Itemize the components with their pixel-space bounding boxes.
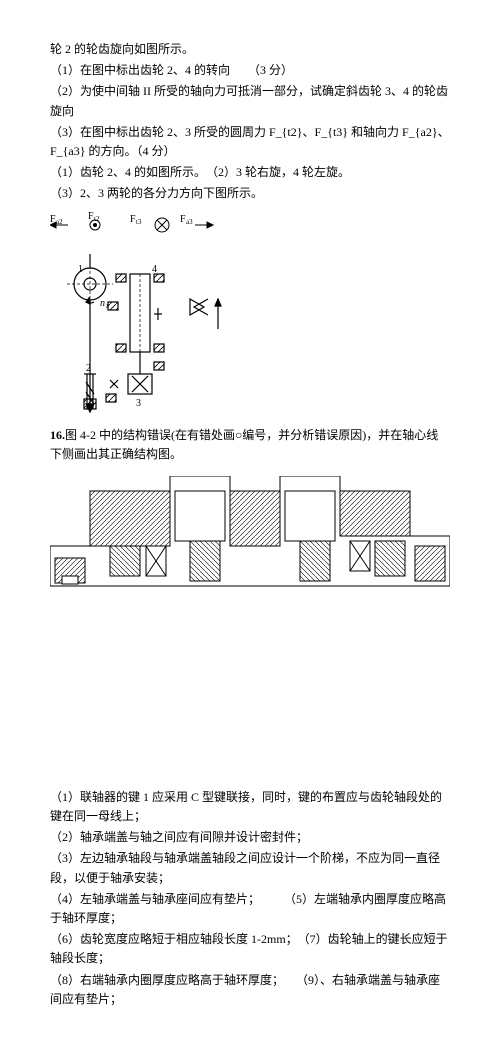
- svg-text:4: 4: [152, 264, 157, 275]
- ans-8-9: （8）右端轴承内圈厚度应略高于轴环厚度； （9）、右轴承端盖与轴承座间应有垫片；: [50, 971, 450, 1009]
- ans-2: （2）轴承端盖与轴之间应有间隙并设计密封件；: [50, 828, 450, 847]
- gear-diagram: 1 n₁ 2 3 4: [50, 244, 450, 414]
- q16-num: 16.: [50, 428, 65, 442]
- ans-4-5: （4）左轴承端盖与轴承座间应有垫片； （5）左端轴承内圈厚度应略高于轴环厚度；: [50, 890, 450, 928]
- gear-diagram-svg: 1 n₁ 2 3 4: [50, 244, 260, 414]
- item-4: （1）齿轮 2、4 的如图所示。 （2）3 轮右旋，4 轮左旋。: [50, 163, 450, 182]
- ans-6-7: （6）齿轮宽度应略短于相应轴段长度 1-2mm； （7）齿轮轴上的键长应短于轴段…: [50, 930, 450, 968]
- ans-3: （3）左边轴承轴段与轴承端盖轴段之间应设计一个阶梯，不应为同一直径段，以便于轴承…: [50, 849, 450, 887]
- item-3: （3）在图中标出齿轮 2、3 所受的圆周力 F_{t2}、F_{t3} 和轴向力…: [50, 123, 450, 161]
- force-arrows-svg: Fa2 Ft2 Ft3 Fa3: [50, 212, 250, 238]
- shaft-section-svg: [50, 476, 450, 596]
- intro-text: 轮 2 的轮齿旋向如图所示。: [50, 40, 450, 59]
- ans-1: （1）联轴器的键 1 应采用 C 型键联接，同时，键的布置应与齿轮轴段处的键在同…: [50, 788, 450, 826]
- svg-text:t3: t3: [136, 218, 142, 226]
- item-5: （3）2、3 两轮的各分力方向下图所示。: [50, 184, 450, 203]
- shaft-section-diagram: [50, 476, 450, 596]
- svg-text:a2: a2: [56, 218, 63, 226]
- blank-gap: [50, 608, 450, 788]
- svg-text:t2: t2: [94, 215, 100, 223]
- q16-body: 图 4-2 中的结构错误(在有错处画○编号，并分析错误原因)，并在轴心线下侧画出…: [50, 428, 438, 461]
- svg-text:1: 1: [78, 264, 83, 275]
- svg-text:3: 3: [136, 398, 141, 409]
- item-2: （2）为使中间轴 II 所受的轴向力可抵消一部分，试确定斜齿轮 3、4 的轮齿旋…: [50, 82, 450, 120]
- item-1: （1）在图中标出齿轮 2、4 的转向 （3 分）: [50, 61, 450, 80]
- n1-label: n₁: [100, 298, 108, 309]
- force-symbols-row: Fa2 Ft2 Ft3 Fa3: [50, 212, 450, 238]
- svg-text:2: 2: [86, 363, 91, 374]
- svg-text:a3: a3: [186, 218, 193, 226]
- q16-text: 16.图 4-2 中的结构错误(在有错处画○编号，并分析错误原因)，并在轴心线下…: [50, 426, 450, 464]
